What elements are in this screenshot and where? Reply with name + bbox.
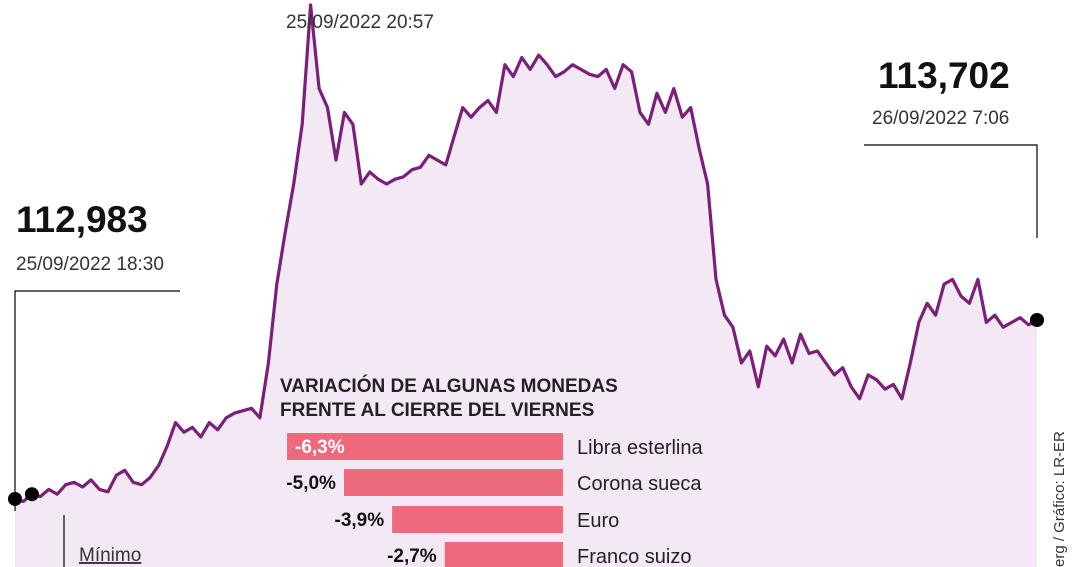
bar-layer: -6,3% Libra esterlina -5,0% Corona sueca -3,… bbox=[286, 433, 704, 567]
end-value: 113,702 bbox=[878, 55, 1010, 96]
price-area-fill bbox=[15, 5, 1037, 567]
bar-value-label-2: -3,9% bbox=[335, 510, 385, 531]
marker-dots bbox=[8, 313, 1044, 506]
start-marker-dot bbox=[8, 491, 22, 506]
end-callout: 113,702 26/09/2022 7:06 bbox=[864, 55, 1038, 238]
price-area-layer bbox=[14, 3, 1038, 567]
bar-0 bbox=[287, 433, 563, 460]
bar-category-label-3: Franco suizo bbox=[577, 546, 692, 567]
start-callout: 112,983 25/09/2022 18:30 bbox=[14, 199, 180, 511]
min-marker-dot bbox=[24, 487, 39, 502]
source-credit: erg / Gráfico: LR-ER bbox=[1051, 431, 1068, 567]
end-date: 26/09/2022 7:06 bbox=[872, 108, 1009, 129]
end-callout-leader bbox=[864, 144, 1038, 238]
end-marker-dot bbox=[1030, 313, 1044, 327]
start-callout-leader bbox=[14, 290, 180, 511]
bar-value-label-3: -2,7% bbox=[387, 546, 437, 567]
bar-1 bbox=[344, 469, 563, 496]
peak-date: 25/09/2022 20:57 bbox=[286, 12, 434, 33]
bar-title-line-2: FRENTE AL CIERRE DEL VIERNES bbox=[280, 400, 594, 421]
bar-category-label-1: Corona sueca bbox=[577, 473, 702, 495]
bar-value-label-1: -5,0% bbox=[286, 473, 336, 494]
bar-value-label-0: -6,3% bbox=[295, 437, 345, 458]
start-value: 112,983 bbox=[16, 199, 148, 240]
price-line bbox=[14, 3, 1038, 503]
bar-2 bbox=[392, 506, 563, 533]
bar-inset: VARIACIÓN DE ALGUNAS MONEDAS FRENTE AL C… bbox=[280, 375, 704, 567]
min-callout: Mínimo bbox=[63, 515, 141, 567]
bar-category-label-2: Euro bbox=[577, 510, 619, 532]
bar-category-label-0: Libra esterlina bbox=[577, 437, 704, 459]
start-date: 25/09/2022 18:30 bbox=[16, 254, 164, 275]
min-label: Mínimo bbox=[79, 545, 141, 566]
bar-3 bbox=[444, 542, 563, 567]
peak-callout: 25/09/2022 20:57 bbox=[286, 12, 434, 33]
bar-title-line-1: VARIACIÓN DE ALGUNAS MONEDAS bbox=[280, 375, 618, 397]
